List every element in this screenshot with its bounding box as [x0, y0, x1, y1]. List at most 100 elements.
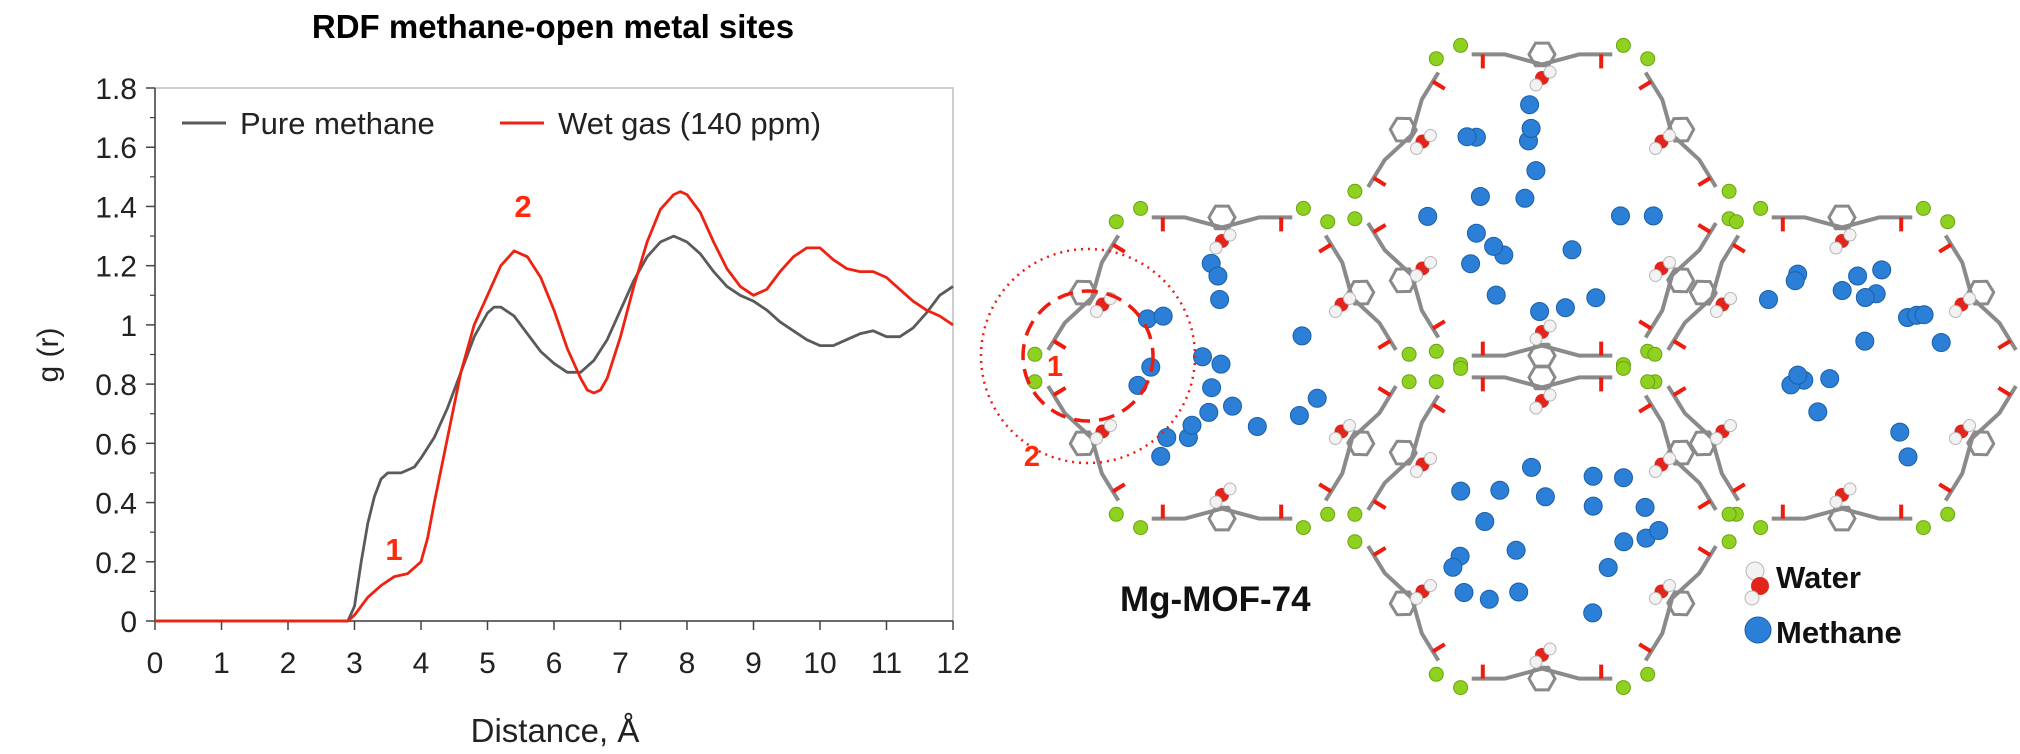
water-molecule: [1409, 452, 1437, 479]
methane-molecule: [1137, 309, 1157, 329]
water-molecule: [1209, 482, 1237, 509]
magnesium-atom: [1940, 506, 1956, 522]
magnesium-atom: [1347, 534, 1363, 550]
methane-molecule: [1614, 532, 1634, 552]
methane-molecule: [1151, 446, 1171, 466]
x-tick-label: 10: [803, 647, 836, 680]
x-tick-label: 3: [346, 647, 363, 680]
water-molecule: [1529, 65, 1557, 92]
x-tick-label: 9: [745, 647, 762, 680]
methane-molecule: [1418, 206, 1438, 226]
water-molecule: [1529, 388, 1557, 415]
oxygen-link: [1318, 482, 1333, 494]
oxygen-link: [1731, 482, 1746, 494]
magnesium-atom: [1640, 374, 1656, 390]
water-molecule: [1949, 418, 1977, 445]
magnesium-atom: [1401, 374, 1417, 390]
linker-edge: [1666, 385, 1741, 502]
magnesium-atom: [1615, 360, 1631, 376]
x-tick-label: 0: [147, 647, 164, 680]
water-molecule: [1409, 255, 1437, 282]
oxygen-link: [1431, 402, 1446, 414]
oxygen-link: [1372, 176, 1387, 187]
magnesium-atom: [1295, 520, 1311, 536]
linker-ring: [1527, 342, 1557, 369]
methane-molecule: [1153, 306, 1173, 326]
x-axis: 0 1 2 3 4 5 6 7 8 9 10 11 12: [147, 620, 970, 680]
linker-ring: [1966, 430, 1996, 457]
magnesium-atom: [1428, 374, 1444, 390]
x-tick-label: 1: [213, 647, 230, 680]
linker-ring: [1527, 364, 1557, 391]
water-molecule: [1649, 255, 1677, 282]
methane-molecule: [1649, 521, 1669, 540]
linker-ring: [1666, 267, 1696, 294]
y-tick-label: 0.6: [95, 428, 137, 461]
methane-molecule: [1486, 285, 1506, 305]
magnesium-atom: [1347, 506, 1363, 522]
magnesium-atom: [1640, 51, 1656, 67]
linker-edge: [1643, 394, 1718, 511]
y-tick-label: 1.4: [95, 191, 137, 224]
linker-ring: [1207, 505, 1237, 532]
methane-molecule: [1211, 354, 1231, 374]
oxygen-link: [1372, 223, 1387, 234]
methane-molecule: [1872, 260, 1892, 280]
magnesium-atom: [1915, 200, 1931, 216]
methane-molecule: [1461, 254, 1481, 274]
methane-molecule: [1914, 305, 1934, 325]
methane-molecule: [1208, 266, 1228, 286]
linker-ring: [1688, 279, 1718, 306]
methane-molecule: [1583, 466, 1603, 486]
second-shell-circle: [979, 247, 1197, 465]
water-molecule: [1649, 578, 1677, 605]
peak-label-1: 1: [385, 532, 402, 567]
oxygen-link: [1638, 319, 1653, 331]
methane-molecule: [1454, 583, 1474, 602]
methane-molecule: [1490, 480, 1510, 500]
y-axis: 0 0.2 0.4 0.6 0.8 1 1.2 1.4 1.6 1.8: [95, 73, 156, 639]
linker-edge: [1771, 215, 1913, 230]
methane-molecule: [1515, 188, 1535, 208]
water-molecules: [1089, 65, 1977, 669]
linker-ring: [1388, 116, 1418, 143]
methane-molecules: [1128, 95, 1951, 623]
linker-edge: [1771, 506, 1913, 521]
water-molecule: [1089, 418, 1117, 445]
oxygen-link: [1672, 339, 1687, 350]
x-tick-label: 11: [871, 647, 902, 680]
water-molecule: [1409, 578, 1437, 605]
magnesium-atom: [1721, 506, 1737, 522]
linker-edge: [1471, 343, 1613, 358]
key-label-water: Water: [1776, 560, 1861, 595]
water-molecule: [1649, 129, 1677, 156]
methane-molecule: [1307, 388, 1327, 408]
magnesium-atom: [1347, 211, 1363, 227]
oxygen-link: [1372, 546, 1387, 557]
methane-molecule: [1199, 402, 1219, 422]
y-tick-label: 0.8: [95, 369, 137, 402]
methane-molecule: [1598, 558, 1618, 577]
oxygen-link: [1638, 402, 1653, 414]
linker-edge: [1643, 71, 1718, 188]
x-axis-label: Distance, Å: [471, 712, 640, 749]
oxygen-link: [1697, 176, 1712, 187]
methane-molecule: [1509, 582, 1529, 602]
plot-area: [154, 87, 954, 622]
oxygen-link: [1938, 242, 1953, 254]
oxygen-link: [1638, 79, 1653, 91]
key-label-methane: Methane: [1776, 615, 1902, 650]
linker-ring: [1346, 430, 1376, 457]
magnesium-atom: [1753, 520, 1769, 536]
methane-molecule: [1555, 298, 1575, 318]
methane-molecule: [1484, 236, 1504, 256]
oxygen-link: [1111, 482, 1126, 494]
y-tick-label: 1.2: [95, 251, 137, 284]
magnesium-atom: [1428, 666, 1444, 682]
water-molecule-icon: [1744, 561, 1769, 606]
water-molecule: [1829, 482, 1857, 509]
linker-ring: [1068, 430, 1098, 457]
linker-ring: [1688, 430, 1718, 457]
magnesium-atom: [1133, 520, 1149, 536]
magnesium-atom: [1295, 200, 1311, 216]
